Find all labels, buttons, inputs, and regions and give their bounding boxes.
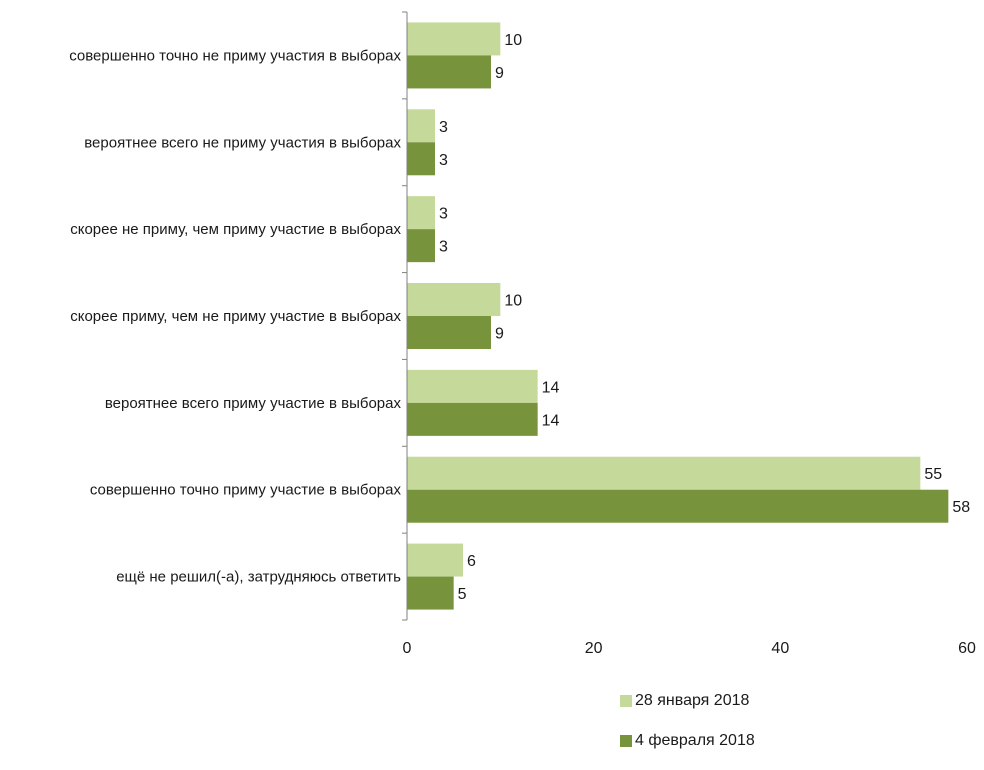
data-label-series-1: 6 [467, 553, 476, 570]
category-label: ещё не решил(-а), затрудняюсь ответить [116, 569, 401, 586]
data-label-series-1: 14 [542, 379, 560, 396]
bar-series-1 [407, 283, 501, 316]
bar-series-1 [407, 22, 501, 56]
data-label-series-2: 3 [439, 152, 448, 169]
legend-item-series-1: 28 января 2018 [620, 690, 755, 712]
data-label-series-2: 5 [458, 586, 467, 603]
legend-item-series-2: 4 февраля 2018 [620, 730, 755, 752]
data-label-series-1: 10 [504, 32, 522, 49]
data-label-series-2: 14 [542, 412, 560, 429]
data-label-series-2: 3 [439, 239, 448, 256]
bar-series-2 [407, 55, 491, 89]
data-label-series-2: 58 [952, 499, 970, 516]
legend-label-series-2: 4 февраля 2018 [635, 732, 755, 749]
data-label-series-1: 3 [439, 119, 448, 136]
bar-series-1 [407, 456, 921, 490]
x-tick-label: 0 [403, 640, 412, 657]
data-label-series-1: 55 [924, 466, 942, 483]
x-tick-label: 40 [771, 640, 789, 657]
x-tick-label: 20 [585, 640, 603, 657]
category-label: совершенно точно не приму участия в выбо… [69, 47, 401, 64]
legend: 28 января 2018 4 февраля 2018 [620, 690, 755, 770]
bar-series-2 [407, 229, 435, 263]
legend-label-series-1: 28 января 2018 [635, 692, 750, 709]
x-tick-label: 60 [958, 640, 976, 657]
bar-series-2 [407, 402, 538, 436]
category-label: совершенно точно приму участие в выборах [90, 482, 402, 499]
category-label: вероятнее всего не приму участия в выбор… [84, 134, 401, 151]
data-label-series-2: 9 [495, 65, 504, 82]
bar-series-2 [407, 142, 435, 176]
bar-series-1 [407, 369, 538, 403]
bar-series-1 [407, 196, 435, 230]
data-label-series-2: 9 [495, 326, 504, 343]
data-label-series-1: 3 [439, 206, 448, 223]
bar-series-2 [407, 489, 949, 523]
legend-swatch-series-2 [620, 735, 632, 747]
category-label: скорее не приму, чем приму участие в выб… [70, 221, 401, 238]
category-label: вероятнее всего приму участие в выборах [105, 395, 402, 412]
bar-series-2 [407, 576, 454, 610]
bar-series-1 [407, 109, 435, 143]
category-label: скорее приму, чем не приму участие в выб… [70, 308, 401, 325]
bar-series-1 [407, 543, 463, 577]
legend-swatch-series-1 [620, 695, 632, 707]
bar-series-2 [407, 316, 491, 349]
data-label-series-1: 10 [504, 293, 522, 310]
